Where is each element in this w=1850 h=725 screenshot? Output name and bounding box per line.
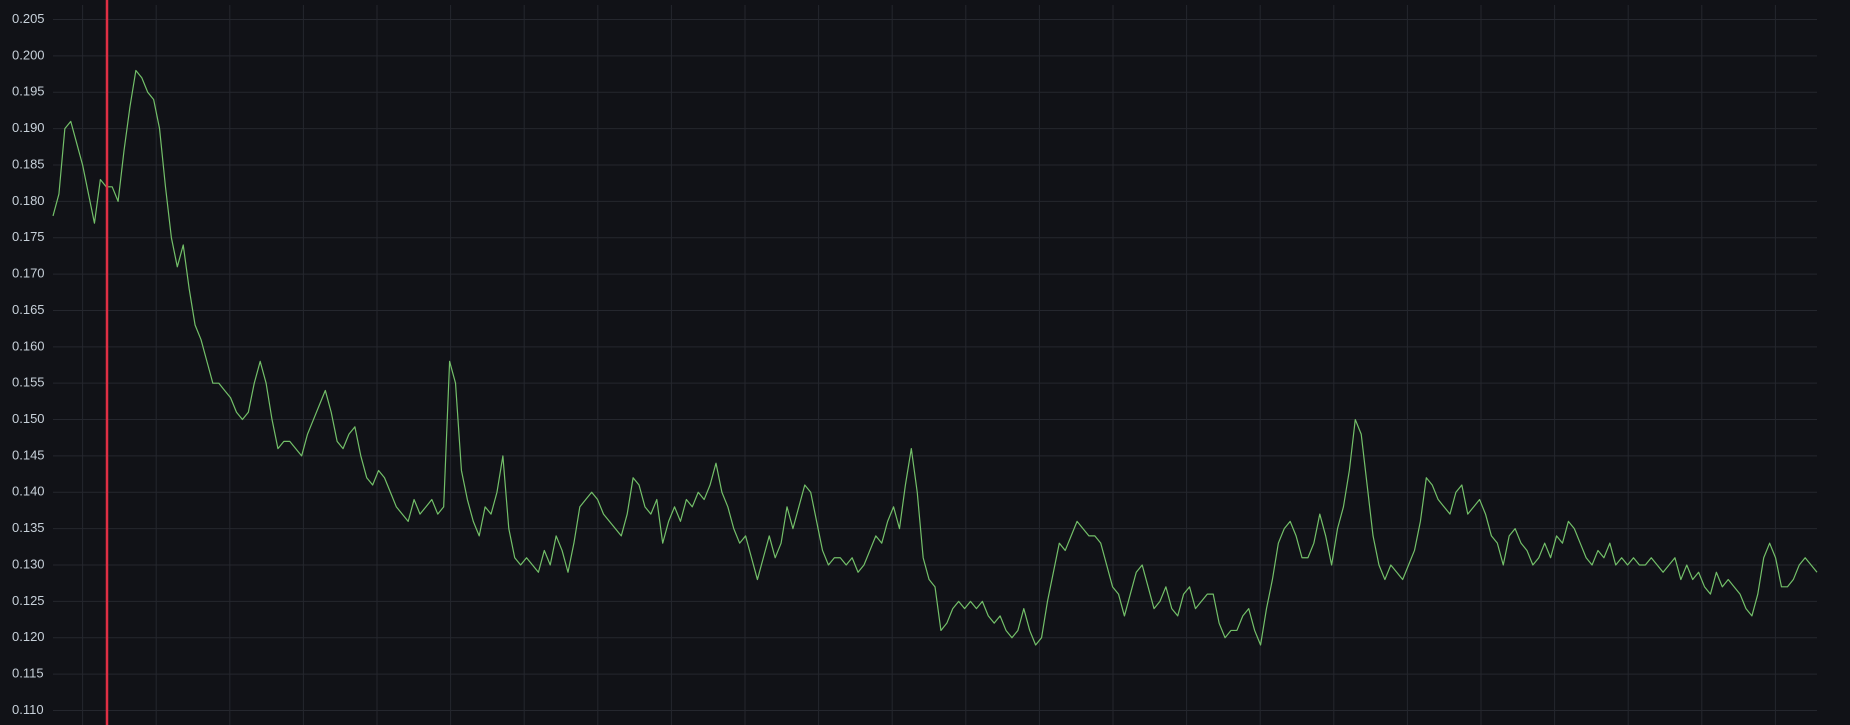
y-tick-label: 0.120: [12, 629, 45, 644]
y-tick-label: 0.170: [12, 266, 45, 281]
y-tick-label: 0.155: [12, 375, 45, 390]
y-tick-label: 0.140: [12, 484, 45, 499]
y-tick-label: 0.135: [12, 520, 45, 535]
y-tick-label: 0.205: [12, 11, 45, 26]
line-series: [52, 69, 1818, 646]
y-tick-label: 0.175: [12, 229, 45, 244]
y-tick-label: 0.190: [12, 120, 45, 135]
y-tick-label: 0.130: [12, 556, 45, 571]
y-tick-label: 0.125: [12, 593, 45, 608]
y-tick-label: 0.115: [12, 666, 44, 681]
y-tick-label: 0.145: [12, 447, 45, 462]
y-tick-label: 0.110: [12, 702, 44, 717]
y-tick-label: 0.150: [12, 411, 45, 426]
y-tick-label: 0.180: [12, 193, 45, 208]
y-tick-label: 0.195: [12, 84, 45, 99]
y-tick-label: 0.165: [12, 302, 45, 317]
y-tick-label: 0.160: [12, 338, 45, 353]
y-tick-label: 0.200: [12, 47, 45, 62]
y-tick-label: 0.185: [12, 156, 45, 171]
